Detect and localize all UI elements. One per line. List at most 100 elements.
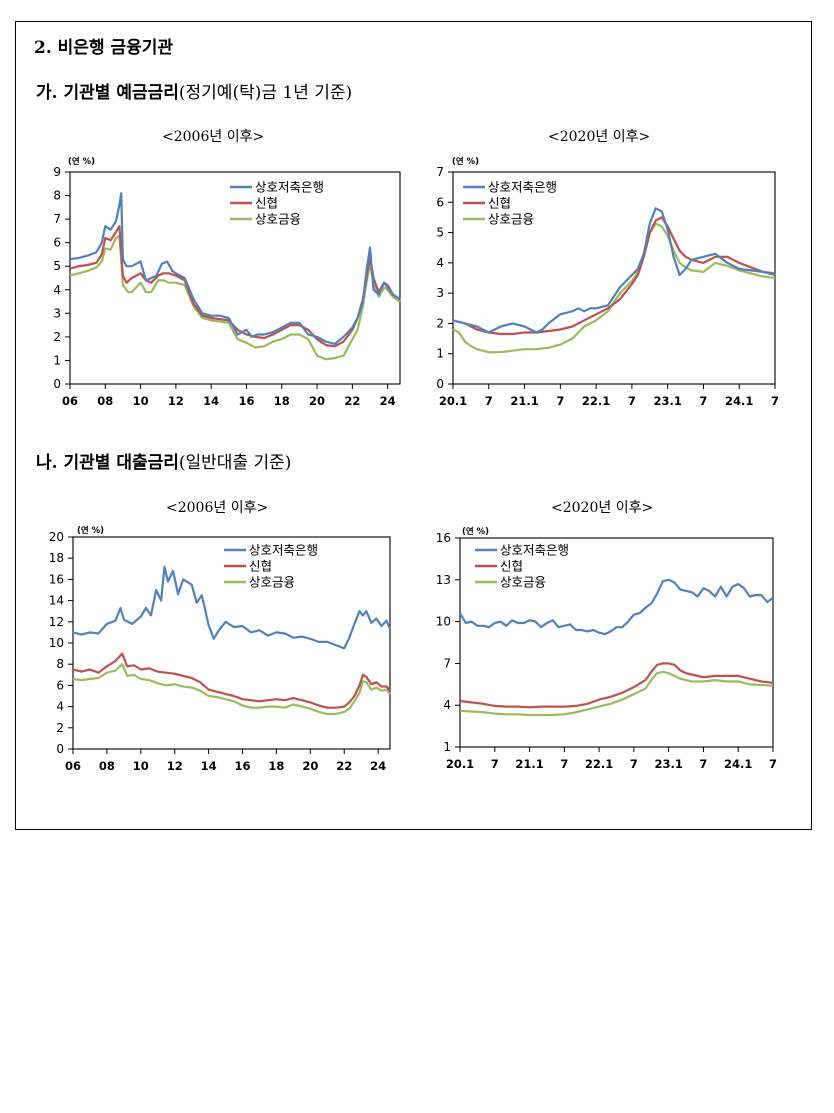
- y-tick-label: 10: [436, 615, 451, 629]
- y-tick-label: 7: [436, 165, 444, 179]
- legend-label: 신협: [500, 559, 523, 574]
- loan-heading-main: 나. 기관별 대출금리: [36, 453, 179, 473]
- plot-area: [69, 171, 401, 385]
- y-tick-label: 3: [436, 286, 444, 300]
- x-tick-label: 16: [238, 394, 254, 408]
- unit-label: (연 %): [77, 525, 104, 536]
- series-line-mutual-finance: [459, 670, 774, 717]
- x-tick-label: 12: [168, 394, 184, 408]
- x-tick-label: 14: [201, 759, 217, 773]
- y-tick-label: 5: [53, 259, 61, 273]
- x-tick-label: 24.1: [725, 394, 753, 408]
- y-tick-label: 4: [56, 700, 64, 714]
- x-tick-label: 21.1: [515, 757, 543, 771]
- y-tick-label: 14: [49, 594, 64, 608]
- x-tick-label: 7: [771, 394, 779, 408]
- series-line-savings-bank: [452, 207, 776, 334]
- x-tick-label: 24: [380, 394, 396, 408]
- x-tick-label: 06: [65, 759, 81, 773]
- x-tick-label: 22.1: [582, 394, 610, 408]
- x-tick-label: 7: [769, 757, 777, 771]
- chart-title-deposit-2006: <2006년 이후>: [162, 129, 265, 145]
- series-line-credit-union: [72, 652, 391, 709]
- x-tick-label: 7: [560, 757, 568, 771]
- x-tick-label: 7: [556, 394, 564, 408]
- series-line-mutual-finance: [72, 663, 391, 716]
- y-tick-label: 6: [56, 678, 64, 692]
- legend-label: 상호금융: [255, 212, 301, 227]
- chart-title-loan-2020: <2020년 이후>: [551, 500, 654, 516]
- series-line-mutual-finance: [452, 222, 776, 354]
- x-tick-label: 12: [167, 759, 183, 773]
- x-tick-label: 20: [309, 394, 325, 408]
- series-line-credit-union: [452, 216, 776, 336]
- x-tick-label: 7: [485, 394, 493, 408]
- x-tick-label: 7: [699, 757, 707, 771]
- y-tick-label: 10: [49, 636, 64, 650]
- x-tick-label: 20.1: [446, 757, 474, 771]
- y-tick-label: 4: [436, 256, 444, 270]
- x-tick-label: 16: [235, 759, 251, 773]
- series-line-savings-bank: [459, 578, 774, 636]
- y-tick-label: 16: [49, 572, 64, 586]
- y-tick-label: 6: [436, 195, 444, 209]
- x-tick-label: 23.1: [653, 394, 681, 408]
- unit-label: (연 %): [452, 156, 479, 167]
- x-tick-label: 22: [344, 394, 360, 408]
- x-tick-label: 08: [97, 394, 113, 408]
- x-tick-label: 24: [370, 759, 386, 773]
- x-tick-label: 21.1: [510, 394, 538, 408]
- legend-label: 신협: [488, 196, 511, 211]
- y-tick-label: 0: [56, 742, 64, 756]
- y-tick-label: 2: [56, 721, 64, 735]
- y-tick-label: 6: [53, 236, 61, 250]
- series-line-credit-union: [459, 662, 774, 709]
- y-tick-label: 4: [443, 698, 451, 712]
- x-tick-label: 18: [274, 394, 290, 408]
- y-tick-label: 1: [53, 353, 61, 367]
- y-tick-label: 1: [436, 347, 444, 361]
- loan-heading-sub: (일반대출 기준): [178, 453, 292, 473]
- y-tick-label: 20: [49, 530, 64, 544]
- y-tick-label: 3: [53, 306, 61, 320]
- y-tick-label: 5: [436, 226, 444, 240]
- loan-rate-heading: 나. 기관별 대출금리(일반대출 기준): [36, 448, 291, 473]
- y-tick-label: 7: [53, 212, 61, 226]
- legend-label: 상호저축은행: [249, 543, 318, 558]
- y-tick-label: 12: [49, 615, 64, 629]
- legend-label: 신협: [249, 559, 272, 574]
- x-tick-label: 7: [699, 394, 707, 408]
- series-line-savings-bank: [72, 565, 392, 650]
- unit-label: (연 %): [462, 526, 489, 537]
- x-tick-label: 10: [133, 394, 149, 408]
- content-frame: [15, 21, 812, 830]
- plot-area: [459, 537, 774, 748]
- y-tick-label: 2: [436, 316, 444, 330]
- x-tick-label: 22.1: [585, 757, 613, 771]
- y-tick-label: 16: [436, 531, 451, 545]
- legend-label: 상호금융: [249, 575, 295, 590]
- unit-label: (연 %): [68, 156, 95, 167]
- x-tick-label: 24.1: [724, 757, 752, 771]
- y-tick-label: 1: [443, 740, 451, 754]
- x-tick-label: 18: [268, 759, 284, 773]
- y-tick-label: 8: [56, 657, 64, 671]
- x-tick-label: 23.1: [654, 757, 682, 771]
- y-tick-label: 7: [443, 656, 451, 670]
- y-tick-label: 0: [436, 377, 444, 391]
- legend-label: 상호금융: [500, 575, 546, 590]
- y-tick-label: 2: [53, 330, 61, 344]
- x-tick-label: 10: [133, 759, 149, 773]
- deposit-rate-heading: 가. 기관별 예금금리(정기예(탁)금 1년 기준): [36, 78, 352, 103]
- legend-label: 신협: [255, 196, 278, 211]
- x-tick-label: 20: [302, 759, 318, 773]
- x-tick-label: 20.1: [439, 394, 467, 408]
- deposit-rate-chart-2020: (연 %) 0 1 2 3 4 5 6 7 20.1 7 21.1 7 22.1 7 23.1 7 24.1 7 상호…: [436, 156, 779, 408]
- plot-area: [72, 536, 391, 750]
- deposit-heading-main: 가. 기관별 예금금리: [36, 83, 179, 103]
- series-line-savings-bank: [69, 192, 401, 346]
- x-tick-label: 7: [628, 394, 636, 408]
- y-tick-label: 13: [436, 573, 451, 587]
